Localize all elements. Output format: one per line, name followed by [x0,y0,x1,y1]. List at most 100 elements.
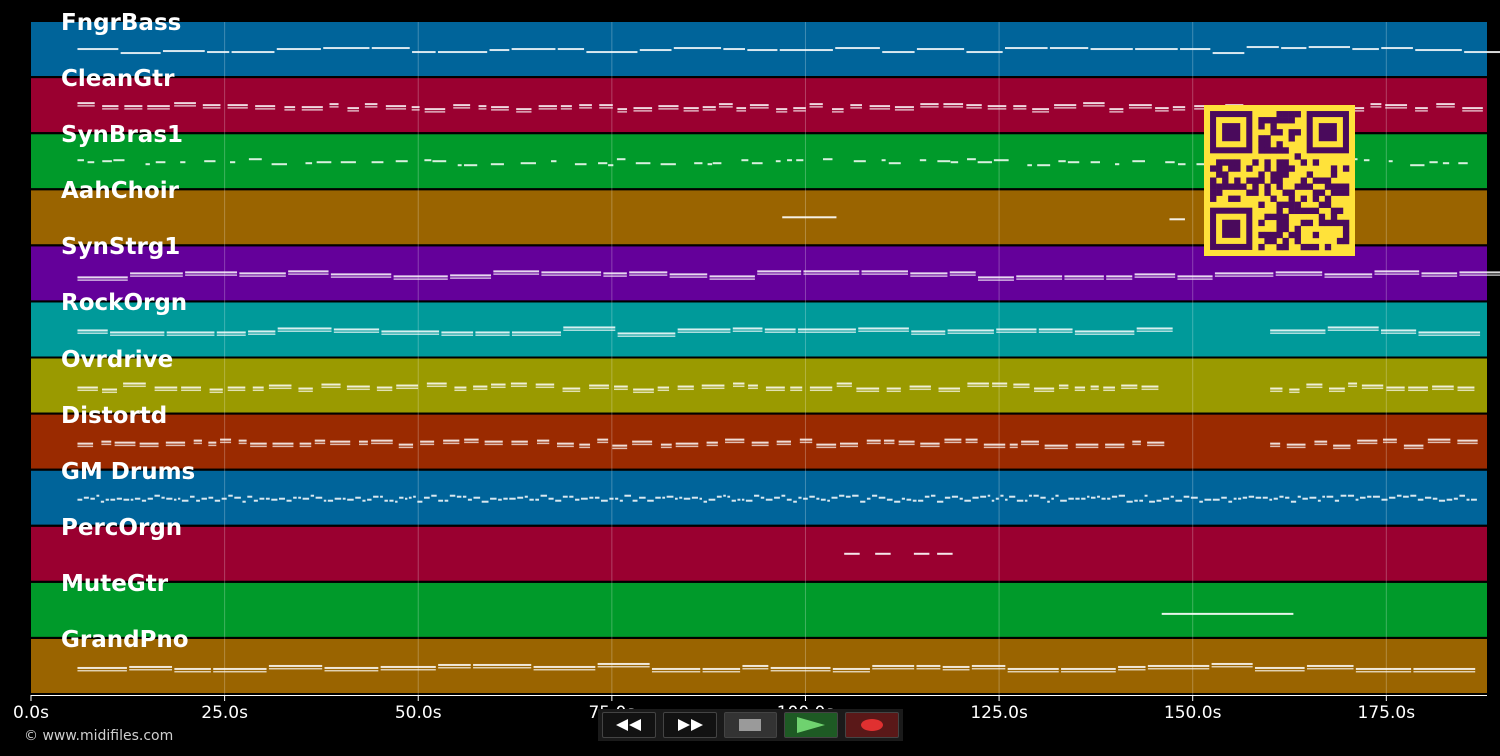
note [384,499,388,502]
qr-module [1342,165,1350,172]
qr-module [1276,231,1283,239]
note [1285,496,1290,499]
note [799,441,813,444]
note [657,386,670,389]
note [675,445,699,448]
note [589,384,609,387]
qr-code-image [1204,105,1355,256]
note [464,438,479,441]
note [110,334,165,336]
note [201,497,207,500]
note [449,494,456,497]
note [1372,495,1380,498]
note [90,497,95,500]
qr-module [1324,177,1332,184]
note [964,499,971,502]
note [1361,384,1384,387]
note [632,499,638,502]
play-button[interactable] [784,712,839,738]
stop-button[interactable] [723,712,778,738]
qr-module [1282,225,1289,233]
note [102,160,112,163]
note [748,387,758,390]
qr-module [1282,201,1289,208]
note [1183,495,1190,498]
note [395,160,408,163]
note [114,444,136,447]
note [886,390,901,393]
note [1275,274,1323,276]
track-notes [77,382,1475,394]
note [347,498,354,501]
lane-divider [31,188,1487,191]
axis-tick [417,695,419,701]
note [803,273,860,275]
lane-divider [31,580,1487,583]
note [299,445,312,448]
note [450,274,492,277]
note [1269,498,1273,501]
track-lane[interactable] [31,22,1487,77]
note [426,385,447,388]
note [204,160,216,163]
qr-module [1276,177,1283,184]
note [701,387,725,390]
rewind-button[interactable] [602,712,656,738]
fast-forward-button[interactable] [662,712,717,738]
qr-module [1300,219,1307,227]
note [252,389,264,392]
track-lane[interactable] [31,582,1487,637]
note [490,163,504,166]
note [77,102,95,105]
note [284,109,296,111]
lane-divider [31,76,1487,79]
note [1134,499,1138,502]
qr-module [1282,243,1289,251]
note [1457,386,1475,389]
note [731,499,736,502]
note [723,48,746,51]
qr-module [1318,177,1326,184]
note [866,442,881,445]
note [959,497,963,500]
note [996,331,1037,333]
note [633,107,653,110]
note [490,497,497,500]
note [603,275,627,277]
note [124,105,143,108]
note [894,106,914,109]
note [1172,109,1186,111]
qr-module [1252,189,1259,196]
qr-module [1276,225,1283,233]
note [329,103,339,106]
note [1457,442,1478,445]
note [298,387,313,390]
lane-divider [31,244,1487,247]
qr-module [1222,183,1229,190]
note [1348,382,1358,385]
note [872,494,878,497]
track-lane[interactable] [31,526,1487,581]
record-button[interactable] [845,712,899,738]
note [702,667,741,670]
note [723,494,726,497]
note [1466,498,1470,501]
note [831,496,838,499]
note [658,105,679,108]
qr-module [1270,123,1277,130]
note [185,271,238,274]
axis-tick [30,695,32,701]
note [516,111,532,113]
note [551,160,557,163]
note [1005,498,1008,501]
note [878,496,886,499]
qr-module [1270,195,1277,202]
note [302,497,310,500]
note [1306,383,1323,386]
track-lane[interactable] [31,358,1487,413]
note [1421,275,1458,277]
note [87,161,95,164]
rewind-icon [615,719,641,731]
note [1103,389,1115,392]
note [1403,444,1424,447]
